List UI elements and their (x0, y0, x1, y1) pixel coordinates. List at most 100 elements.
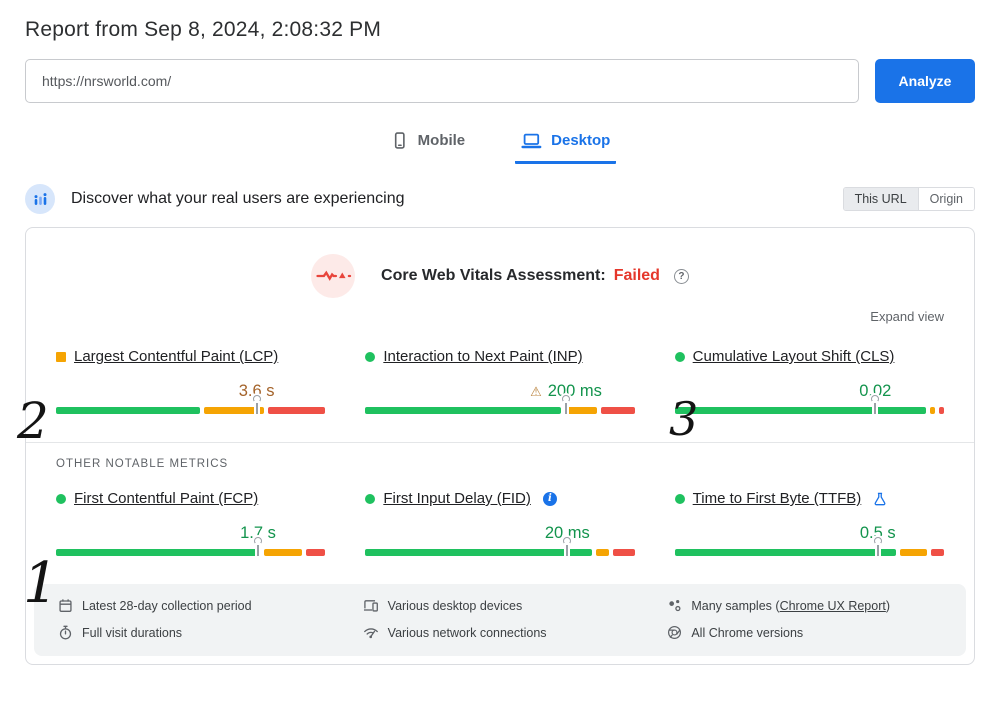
collection-detail-item: Various desktop devices (363, 598, 638, 613)
collection-detail-item: Various network connections (363, 625, 638, 640)
collection-detail-text: Latest 28-day collection period (82, 598, 252, 613)
good-segment (365, 549, 592, 556)
metric-inp: Interaction to Next Paint (INP) 200 ms (365, 348, 635, 414)
ttfb-status-indicator (674, 493, 685, 504)
p75-marker-pin (871, 395, 880, 414)
metric-distribution-chart: 1.7 s (56, 519, 326, 556)
help-icon[interactable] (673, 268, 689, 284)
p75-marker-pin (253, 537, 262, 556)
pulse-icon (311, 254, 356, 298)
page-title: Report from Sep 8, 2024, 2:08:32 PM (25, 18, 382, 41)
collection-detail-text: Full visit durations (82, 625, 183, 640)
good-segment (56, 549, 261, 556)
tab-mobile[interactable]: Mobile (384, 127, 472, 164)
collection-detail-text: Many samples (Chrome UX Report) (691, 598, 891, 613)
good-segment (674, 549, 897, 556)
needs-improvement-segment (203, 407, 264, 414)
metric-title-row: First Contentful Paint (FCP) (56, 490, 325, 507)
analyze-button[interactable]: Analyze (875, 59, 975, 103)
metric-value-ttfb: 0.5 s (860, 524, 896, 543)
calendar-icon (58, 598, 73, 613)
metric-link-fid[interactable]: First Input Delay (FID) (383, 490, 531, 507)
metric-title-row: Cumulative Layout Shift (CLS) (674, 348, 944, 365)
smartphone-icon (390, 131, 409, 150)
needs-improvement-segment (900, 549, 927, 556)
cwv-assessment-result: Failed (613, 267, 660, 284)
tab-desktop-label: Desktop (551, 132, 611, 149)
scope-origin-button[interactable]: Origin (918, 188, 974, 210)
metric-fid: First Input Delay (FID) 20 ms (365, 490, 635, 556)
core-web-vitals-grid: Largest Contentful Paint (LCP) 3.6 s Inter… (26, 348, 974, 414)
metric-value-lcp: 3.6 s (239, 382, 275, 401)
url-form: Analyze (25, 59, 975, 103)
tab-mobile-label: Mobile (417, 132, 466, 149)
collection-detail-item: Full visit durations (58, 625, 333, 640)
metric-title-row: Largest Contentful Paint (LCP) (56, 348, 325, 365)
needs-improvement-segment (595, 549, 610, 556)
metric-cls: Cumulative Layout Shift (CLS) 0.02 (674, 348, 945, 414)
needs-improvement-segment (264, 549, 303, 556)
poor-segment (306, 549, 326, 556)
metric-bar-fcp (56, 537, 326, 556)
laptop-icon (521, 131, 542, 150)
needs-improvement-segment (565, 407, 597, 414)
field-data-card: Core Web Vitals Assessment: Failed Expan… (25, 227, 975, 665)
info-icon[interactable] (542, 491, 557, 506)
metric-lcp: Largest Contentful Paint (LCP) 3.6 s (56, 348, 326, 414)
metric-fcp: First Contentful Paint (FCP) 1.7 s (56, 490, 326, 556)
metric-bar-cls (674, 395, 945, 414)
p75-marker-pin (563, 537, 572, 556)
flask-icon[interactable] (873, 492, 887, 506)
metric-link-lcp[interactable]: Largest Contentful Paint (LCP) (74, 348, 279, 365)
metric-value-text: 20 ms (544, 524, 590, 542)
cwv-assessment-header: Core Web Vitals Assessment: Failed (26, 254, 974, 298)
poor-segment (930, 549, 944, 556)
metric-value-text: 0.5 s (859, 524, 896, 542)
metric-value-text: 200 ms (547, 382, 602, 400)
scope-toggle: This URL Origin (842, 187, 975, 211)
metric-title-row: Time to First Byte (TTFB) (674, 490, 944, 507)
collection-detail-item: Latest 28-day collection period (58, 598, 333, 613)
metric-bar-lcp (56, 395, 326, 414)
metric-link-fcp[interactable]: First Contentful Paint (FCP) (74, 490, 259, 507)
url-input[interactable] (25, 59, 859, 103)
metric-distribution-chart: 0.02 (674, 377, 945, 414)
metric-distribution-chart: 200 ms (365, 377, 635, 414)
p75-marker-pin (873, 537, 882, 556)
section-divider (26, 442, 974, 443)
collection-detail-text: All Chrome versions (691, 625, 804, 640)
metric-link-cls[interactable]: Cumulative Layout Shift (CLS) (692, 348, 895, 365)
device-tabs: Mobile Desktop (25, 127, 975, 164)
cwv-assessment-title: Core Web Vitals Assessment: Failed (381, 267, 689, 285)
metric-bar-fid (365, 537, 635, 556)
needs-improvement-segment (929, 407, 935, 414)
field-data-heading: Discover what your real users are experi… (71, 190, 405, 207)
poor-segment (938, 407, 945, 414)
other-metrics-heading: OTHER NOTABLE METRICS (56, 458, 229, 470)
metric-value-text: 1.7 s (240, 524, 276, 542)
poor-segment (600, 407, 635, 414)
scope-this-url-button[interactable]: This URL (843, 188, 919, 210)
real-users-insights-icon (25, 184, 55, 214)
metric-value-cls: 0.02 (859, 382, 891, 401)
metric-distribution-chart: 20 ms (365, 519, 635, 556)
devices-icon (363, 598, 379, 613)
chrome-ux-report-link[interactable]: Chrome UX Report (779, 598, 886, 613)
metric-link-inp[interactable]: Interaction to Next Paint (INP) (383, 348, 583, 365)
poor-segment (267, 407, 326, 414)
collection-detail-item: All Chrome versions (667, 625, 942, 640)
metric-value-inp: 200 ms (530, 382, 602, 401)
good-segment (56, 407, 200, 414)
poor-segment (613, 549, 635, 556)
p75-marker-pin (252, 395, 261, 414)
tab-desktop[interactable]: Desktop (515, 127, 617, 164)
warning-icon (530, 385, 542, 398)
collection-detail-text: Various network connections (387, 625, 547, 640)
stopwatch-icon (58, 625, 73, 640)
inp-status-indicator (365, 351, 376, 362)
cls-status-indicator (674, 351, 685, 362)
expand-view-link[interactable]: Expand view (870, 309, 944, 324)
fid-status-indicator (365, 493, 376, 504)
collection-detail-text: Various desktop devices (387, 598, 523, 613)
metric-link-ttfb[interactable]: Time to First Byte (TTFB) (692, 490, 862, 507)
